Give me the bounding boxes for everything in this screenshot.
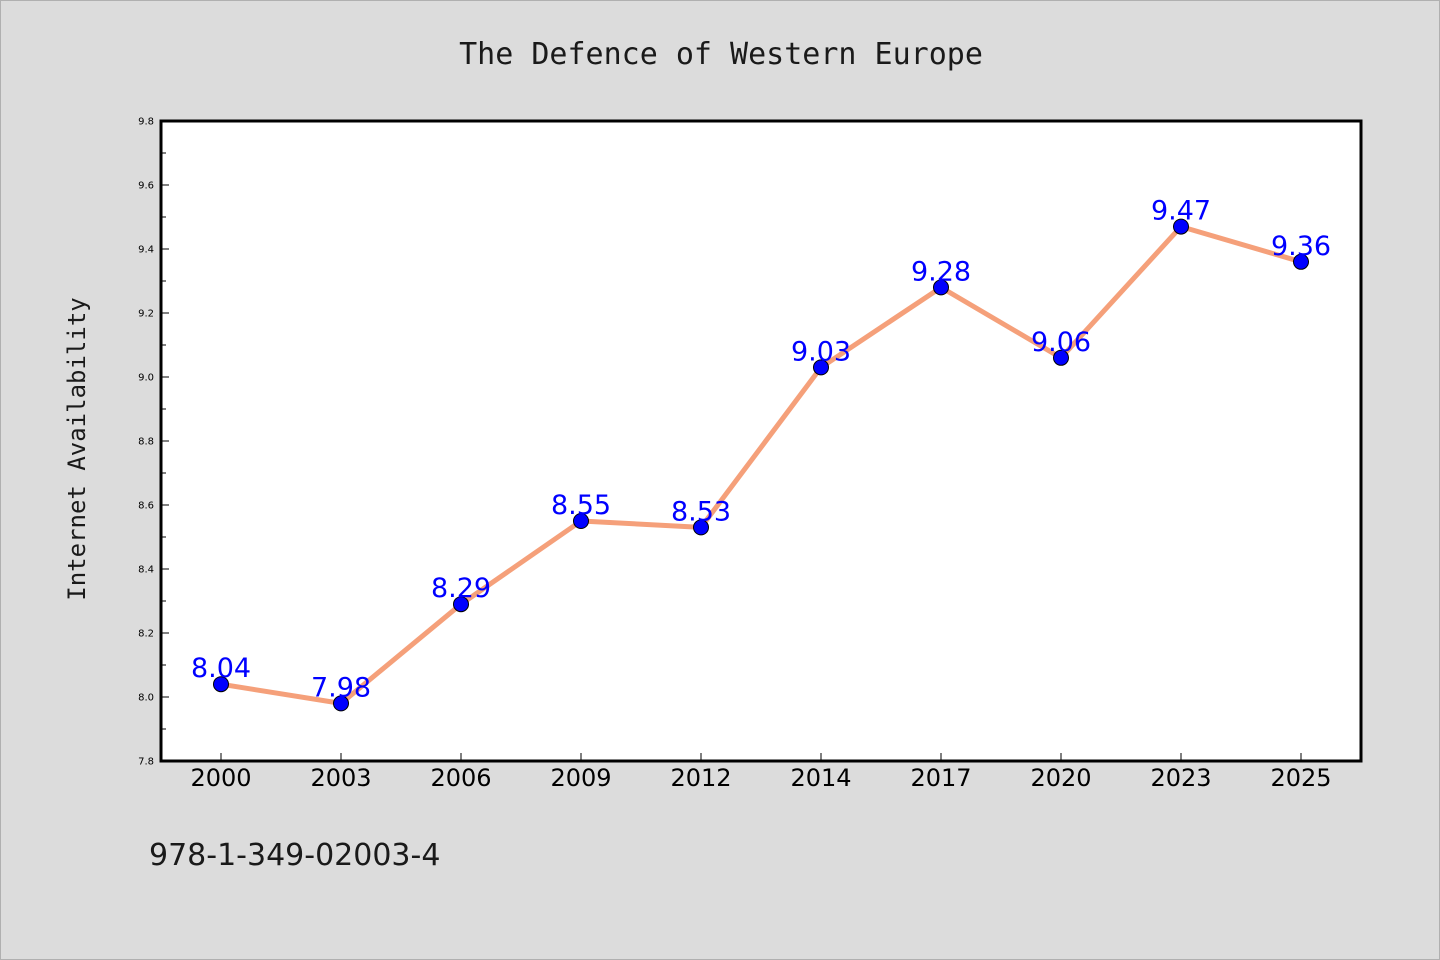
data-label: 8.53 (671, 496, 731, 527)
data-label: 9.03 (791, 336, 851, 367)
x-tick-label: 2003 (310, 764, 371, 792)
isbn-footnote: 978-1-349-02003-4 (149, 838, 440, 873)
y-tick-label: 7.8 (138, 757, 154, 768)
series (213, 218, 1309, 712)
x-tick-label: 2023 (1150, 764, 1211, 792)
data-point (693, 519, 709, 536)
data-point (213, 676, 229, 693)
y-tick-label: 8.6 (138, 501, 154, 512)
data-label: 8.29 (431, 573, 491, 604)
x-tick-label: 2017 (910, 764, 971, 792)
plot-frame (159, 119, 1363, 763)
y-tick-label: 8.8 (138, 437, 154, 448)
data-label: 8.55 (551, 490, 611, 521)
data-label: 9.36 (1271, 231, 1331, 262)
axis-ticks: 7.8 8.0 8.2 8.4 8.6 8.8 9.0 9.2 9.4 9.6 9.8 2000 200… (138, 117, 1331, 793)
data-label: 7.98 (311, 672, 371, 703)
y-tick-label: 8.0 (138, 693, 154, 704)
y-tick-label: 9.8 (138, 117, 154, 128)
data-point (453, 596, 469, 613)
data-label: 9.47 (1151, 196, 1211, 227)
x-tick-label: 2009 (550, 764, 611, 792)
x-tick-label: 2000 (190, 764, 251, 792)
y-tick-label: 9.2 (138, 309, 154, 320)
data-point (1173, 218, 1189, 235)
x-tick-label: 2020 (1030, 764, 1091, 792)
data-point (333, 695, 349, 712)
data-point (813, 359, 829, 376)
y-axis-label: Internet Availability (63, 297, 91, 600)
x-tick-label: 2014 (790, 764, 851, 792)
data-point (1293, 253, 1309, 270)
data-label: 9.28 (911, 256, 971, 287)
x-tick-label: 2012 (670, 764, 731, 792)
chart-title: The Defence of Western Europe (459, 37, 983, 72)
series-line (218, 224, 1304, 706)
data-point (573, 513, 589, 529)
data-label: 9.06 (1031, 327, 1091, 358)
data-point (933, 279, 949, 296)
x-tick-label: 2006 (430, 764, 491, 792)
y-tick-label: 8.4 (138, 565, 154, 576)
plot-area (161, 121, 1361, 761)
y-tick-label: 9.6 (138, 181, 154, 192)
x-tick-label: 2025 (1270, 764, 1331, 792)
data-point (1053, 349, 1069, 366)
y-tick-label: 8.2 (138, 629, 154, 640)
y-tick-label: 9.4 (138, 245, 154, 256)
data-labels: 8.04 7.98 8.29 8.55 8.53 9.03 9.28 9.06 9.47 9.36 (191, 196, 1331, 704)
data-label: 8.04 (191, 653, 251, 684)
y-tick-label: 9.0 (138, 373, 154, 384)
